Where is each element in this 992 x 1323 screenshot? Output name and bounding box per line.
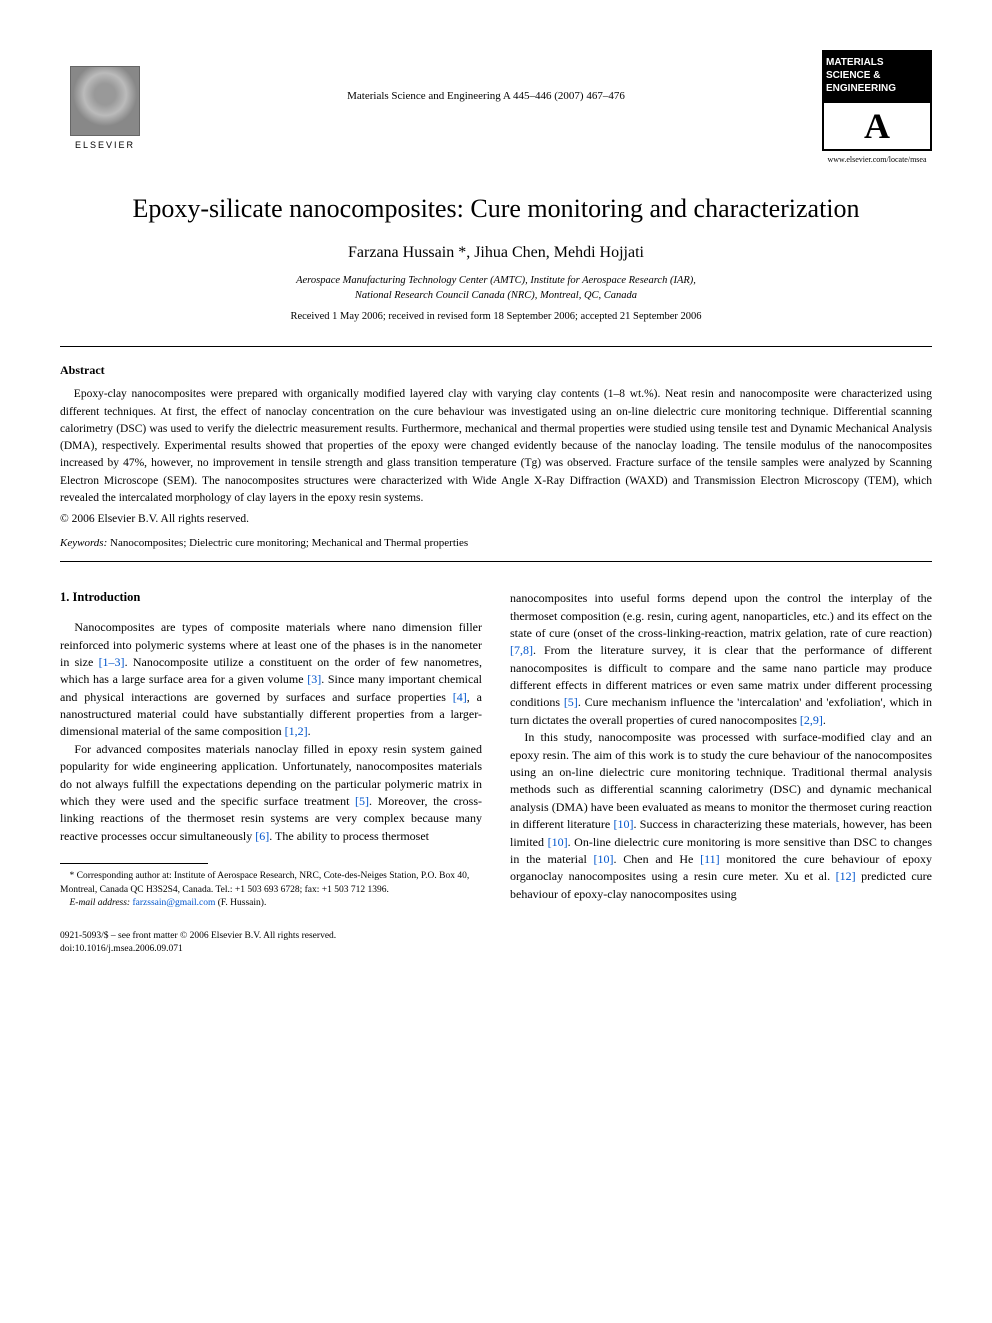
affiliation-line2: National Research Council Canada (NRC), … <box>355 290 637 301</box>
journal-logo-letter: A <box>822 101 932 151</box>
section-1-heading: 1. Introduction <box>60 590 482 605</box>
cite-5[interactable]: [5] <box>355 794 369 808</box>
abstract-text: Epoxy-clay nanocomposites were prepared … <box>60 386 932 507</box>
journal-logo-text: MATERIALS SCIENCE & ENGINEERING <box>822 50 932 101</box>
elsevier-logo: ELSEVIER <box>60 50 150 150</box>
rule-bottom <box>60 561 932 562</box>
column-right: nanocomposites into useful forms depend … <box>510 590 932 910</box>
cite-10a[interactable]: [10] <box>614 817 634 831</box>
elsevier-label: ELSEVIER <box>75 140 135 150</box>
abstract-copyright: © 2006 Elsevier B.V. All rights reserved… <box>60 513 932 525</box>
affiliation: Aerospace Manufacturing Technology Cente… <box>60 274 932 303</box>
cite-2-9[interactable]: [2,9] <box>800 713 823 727</box>
journal-logo: MATERIALS SCIENCE & ENGINEERING A www.el… <box>822 50 932 164</box>
body-columns: 1. Introduction Nanocomposites are types… <box>60 590 932 910</box>
intro-para-1: Nanocomposites are types of composite ma… <box>60 619 482 741</box>
cite-12[interactable]: [12] <box>836 869 856 883</box>
abstract-heading: Abstract <box>60 363 932 378</box>
article-dates: Received 1 May 2006; received in revised… <box>60 311 932 322</box>
intro-para-2: For advanced composites materials nanocl… <box>60 741 482 845</box>
intro-para-2-cont: nanocomposites into useful forms depend … <box>510 590 932 729</box>
cite-11[interactable]: [11] <box>700 852 720 866</box>
cite-1-3[interactable]: [1–3] <box>99 655 125 669</box>
rule-top <box>60 346 932 347</box>
header-row: ELSEVIER Materials Science and Engineeri… <box>60 50 932 164</box>
page-footer: 0921-5093/$ – see front matter © 2006 El… <box>60 930 932 957</box>
cite-1-2[interactable]: [1,2] <box>285 724 308 738</box>
email-footnote: E-mail address: farzssain@gmail.com (F. … <box>60 897 482 910</box>
footer-line1: 0921-5093/$ – see front matter © 2006 El… <box>60 930 932 943</box>
email-label: E-mail address: <box>70 898 131 908</box>
cite-4[interactable]: [4] <box>453 690 467 704</box>
email-link[interactable]: farzssain@gmail.com <box>132 898 215 908</box>
email-paren: (F. Hussain). <box>215 898 266 908</box>
keywords: Keywords: Nanocomposites; Dielectric cur… <box>60 537 932 549</box>
cite-3[interactable]: [3] <box>307 672 321 686</box>
authors-text: Farzana Hussain *, Jihua Chen, Mehdi Hoj… <box>348 244 644 261</box>
footer-doi: doi:10.1016/j.msea.2006.09.071 <box>60 943 932 956</box>
corresponding-author-footnote: * Corresponding author at: Institute of … <box>60 870 482 897</box>
journal-reference: Materials Science and Engineering A 445–… <box>150 50 822 102</box>
cite-10c[interactable]: [10] <box>594 852 614 866</box>
keywords-label: Keywords: <box>60 537 107 549</box>
elsevier-tree-icon <box>70 66 140 136</box>
keywords-text: Nanocomposites; Dielectric cure monitori… <box>107 537 468 549</box>
journal-url: www.elsevier.com/locate/msea <box>822 155 932 164</box>
authors: Farzana Hussain *, Jihua Chen, Mehdi Hoj… <box>60 244 932 262</box>
affiliation-line1: Aerospace Manufacturing Technology Cente… <box>296 275 696 286</box>
column-left: 1. Introduction Nanocomposites are types… <box>60 590 482 910</box>
cite-5b[interactable]: [5] <box>564 695 578 709</box>
cite-7-8[interactable]: [7,8] <box>510 643 533 657</box>
footnote-rule <box>60 863 208 864</box>
cite-10b[interactable]: [10] <box>548 835 568 849</box>
article-title: Epoxy-silicate nanocomposites: Cure moni… <box>60 194 932 224</box>
intro-para-3: In this study, nanocomposite was process… <box>510 729 932 903</box>
cite-6[interactable]: [6] <box>255 829 269 843</box>
